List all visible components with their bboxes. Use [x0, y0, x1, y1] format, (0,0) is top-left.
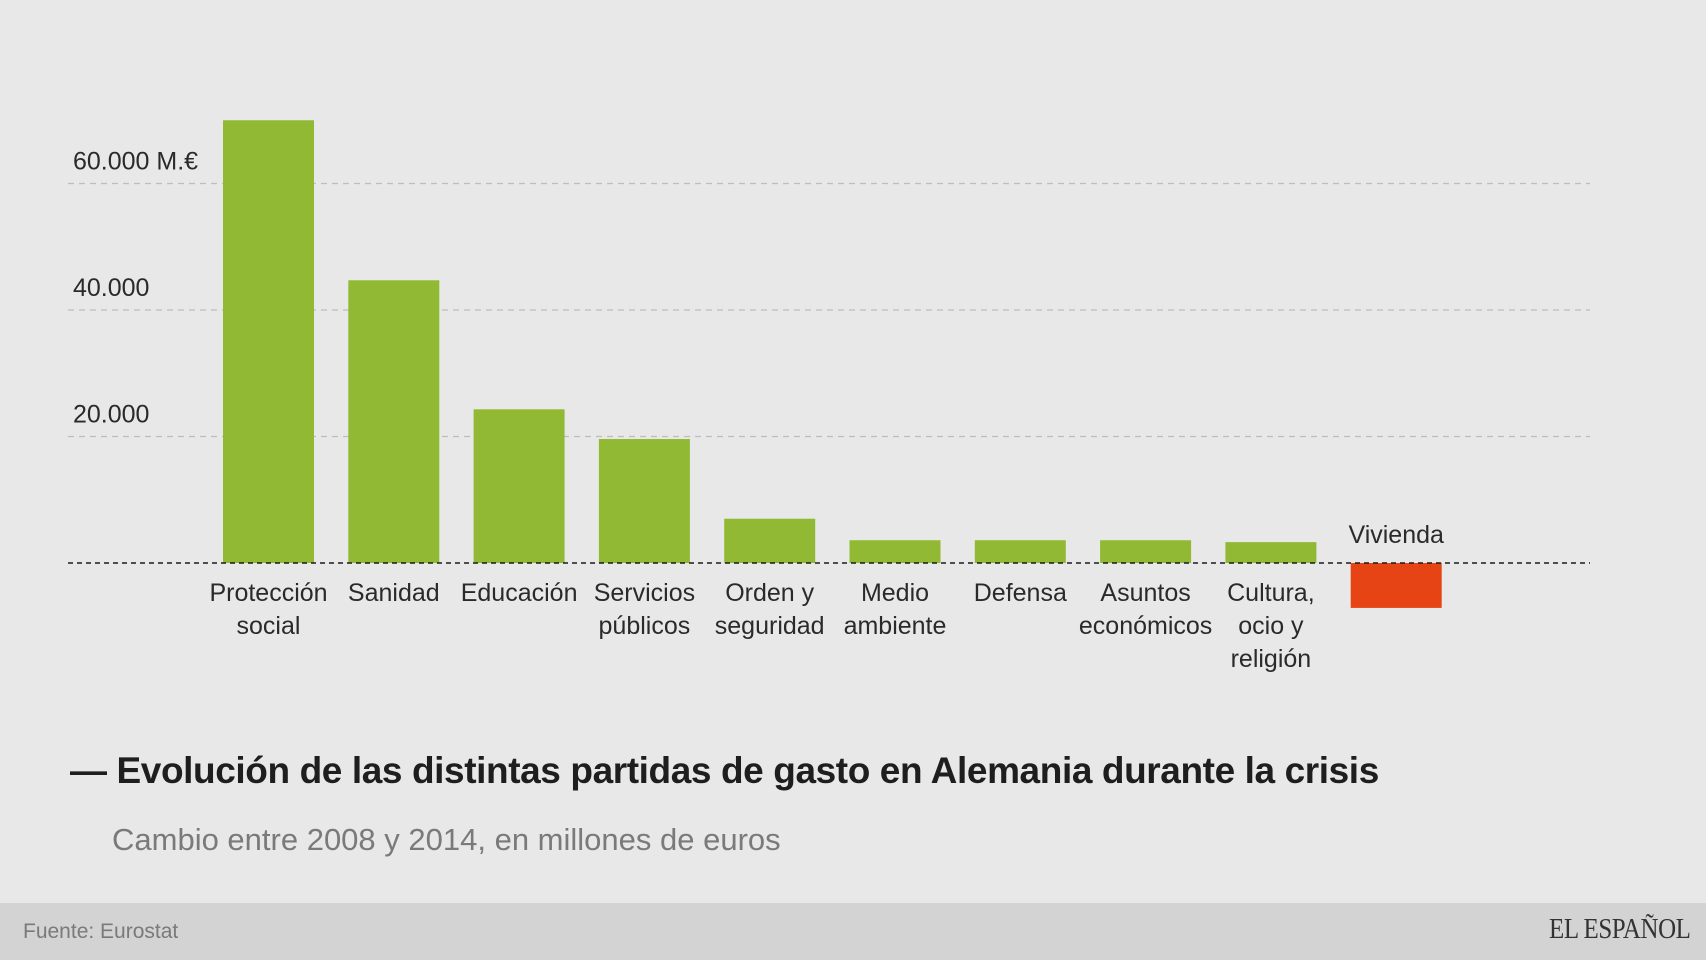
y-tick-label-20000: 20.000 — [73, 401, 149, 429]
category-labels: Protección social Sanidad Educación Servicio… — [209, 521, 1444, 673]
y-axis-ticks: 20.000 40.000 60.000 M.€ — [73, 148, 198, 429]
category-label-3: Servicios públicos — [594, 579, 695, 640]
category-label-0: Protección social — [209, 579, 327, 640]
bar-1 — [348, 280, 440, 563]
y-tick-label-40000: 40.000 — [73, 274, 149, 302]
bar-4 — [724, 518, 816, 563]
bars — [223, 120, 1442, 608]
category-label-2: Educación — [461, 579, 578, 607]
title-text: Evolución de las distintas partidas de g… — [116, 750, 1380, 791]
source-note: Fuente: Eurostat — [23, 920, 179, 943]
category-label-5: Medio ambiente — [844, 579, 947, 640]
el-espanol-logo: EL ESPAÑOL — [1548, 913, 1691, 945]
category-label-4: Orden y seguridad — [715, 579, 825, 640]
bar-chart: 20.000 40.000 60.000 M.€ Protección social S… — [68, 120, 1590, 673]
bar-6 — [974, 540, 1066, 563]
category-label-1: Sanidad — [348, 579, 440, 607]
bar-8 — [1225, 542, 1317, 563]
category-label-6: Defensa — [974, 579, 1067, 607]
gridlines — [68, 182, 1590, 438]
bar-7 — [1100, 540, 1192, 563]
bar-0 — [223, 120, 314, 563]
y-tick-label-60000: 60.000 M.€ — [73, 148, 198, 176]
category-label-8: Cultura, ocio y religión — [1227, 579, 1315, 673]
bar-9 — [1350, 563, 1442, 608]
bar-2 — [473, 409, 565, 563]
bar-5 — [849, 540, 941, 563]
category-label-9: Vivienda — [1348, 521, 1444, 549]
footer-bar: Fuente: Eurostat EL ESPAÑOL — [0, 903, 1706, 960]
bar-3 — [598, 439, 690, 563]
chart-title: — Evolución de las distintas partidas de… — [70, 750, 1379, 792]
title-dash: — — [70, 750, 107, 791]
category-label-7: Asuntos económicos — [1079, 579, 1212, 640]
chart-subtitle: Cambio entre 2008 y 2014, en millones de… — [112, 822, 781, 857]
